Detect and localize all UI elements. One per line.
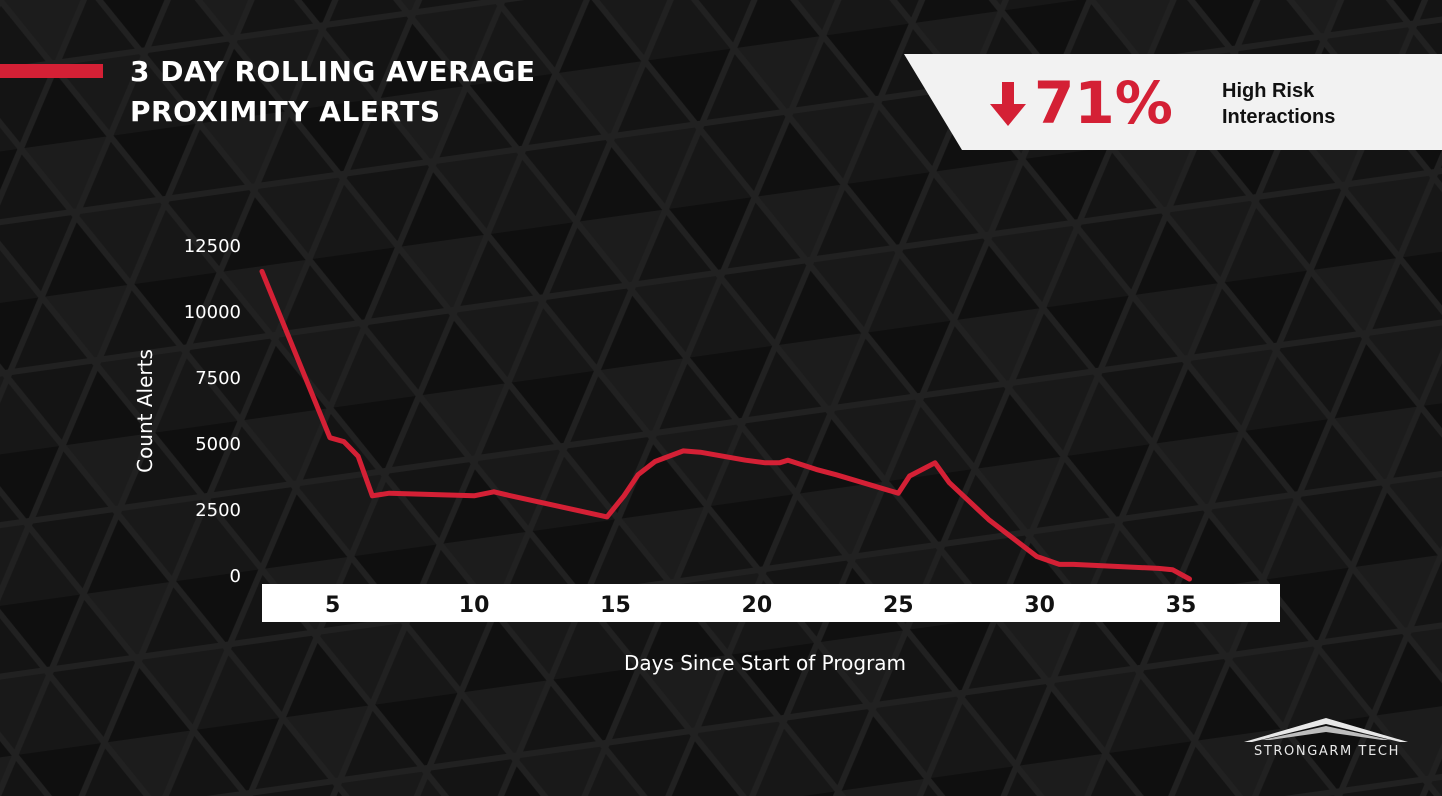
stat-label-line-1: High Risk <box>1222 80 1315 102</box>
x-axis-band <box>262 584 1280 622</box>
title-line-2: PROXIMITY ALERTS <box>130 95 441 128</box>
y-tick-label: 5000 <box>195 434 241 455</box>
x-tick-label: 10 <box>459 593 490 618</box>
page-title: 3 DAY ROLLING AVERAGE PROXIMITY ALERTS <box>130 52 536 132</box>
y-tick-label: 10000 <box>184 302 241 323</box>
x-tick-label: 35 <box>1166 593 1197 618</box>
brand-name: STRONGARM TECH <box>1254 744 1400 759</box>
x-tick-label: 30 <box>1024 593 1055 618</box>
series-line <box>259 268 1192 582</box>
x-tick-label: 20 <box>742 593 773 618</box>
stat-panel <box>904 54 1442 150</box>
series-group <box>259 268 1192 582</box>
stat-label-line-2: Interactions <box>1222 106 1336 128</box>
y-axis-ticks: 12500 10000 7500 5000 2500 0 <box>184 236 241 587</box>
y-tick-label: 0 <box>230 566 241 587</box>
y-axis-title: Count Alerts <box>133 349 157 473</box>
stat-percent-value: 71% <box>1034 69 1173 137</box>
x-tick-label: 15 <box>600 593 631 618</box>
title-line-1: 3 DAY ROLLING AVERAGE <box>130 55 536 88</box>
y-tick-label: 12500 <box>184 236 241 257</box>
x-tick-label: 5 <box>325 593 340 618</box>
x-axis-ticks: 5 10 15 20 25 30 35 <box>325 593 1196 618</box>
x-axis-title: Days Since Start of Program <box>624 651 906 675</box>
stat-label: High Risk Interactions <box>1222 78 1335 130</box>
down-arrow-icon <box>990 82 1026 126</box>
x-tick-label: 25 <box>883 593 914 618</box>
title-accent-bar <box>0 64 103 78</box>
strongarm-roof-logo-icon <box>1244 718 1408 742</box>
y-tick-label: 7500 <box>195 368 241 389</box>
y-tick-label: 2500 <box>195 500 241 521</box>
